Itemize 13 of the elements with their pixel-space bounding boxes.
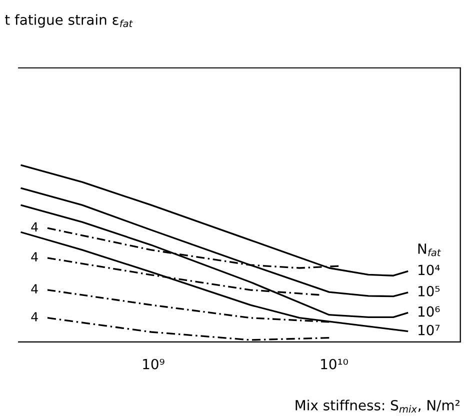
- text: t fatigue strain ε$_{fat}$: [5, 14, 133, 28]
- annotation: 4: [31, 222, 38, 232]
- x-axis-title: Mix stiffness: S$_{mix}$, N/m²: [296, 400, 460, 413]
- series-label: 10⁴: [418, 264, 440, 276]
- series-label: 10⁵: [418, 286, 440, 296]
- annotation: 4: [31, 284, 38, 294]
- series-label: 10⁷: [418, 324, 440, 336]
- x-tick-label: 10¹⁰: [321, 358, 348, 370]
- annotation: 4: [31, 252, 38, 262]
- x-tick-label: 10⁹: [143, 358, 164, 370]
- series-label: 10⁶: [418, 306, 440, 317]
- annotation: 4: [31, 312, 38, 322]
- legend-title: N$_{fat}$: [418, 244, 442, 256]
